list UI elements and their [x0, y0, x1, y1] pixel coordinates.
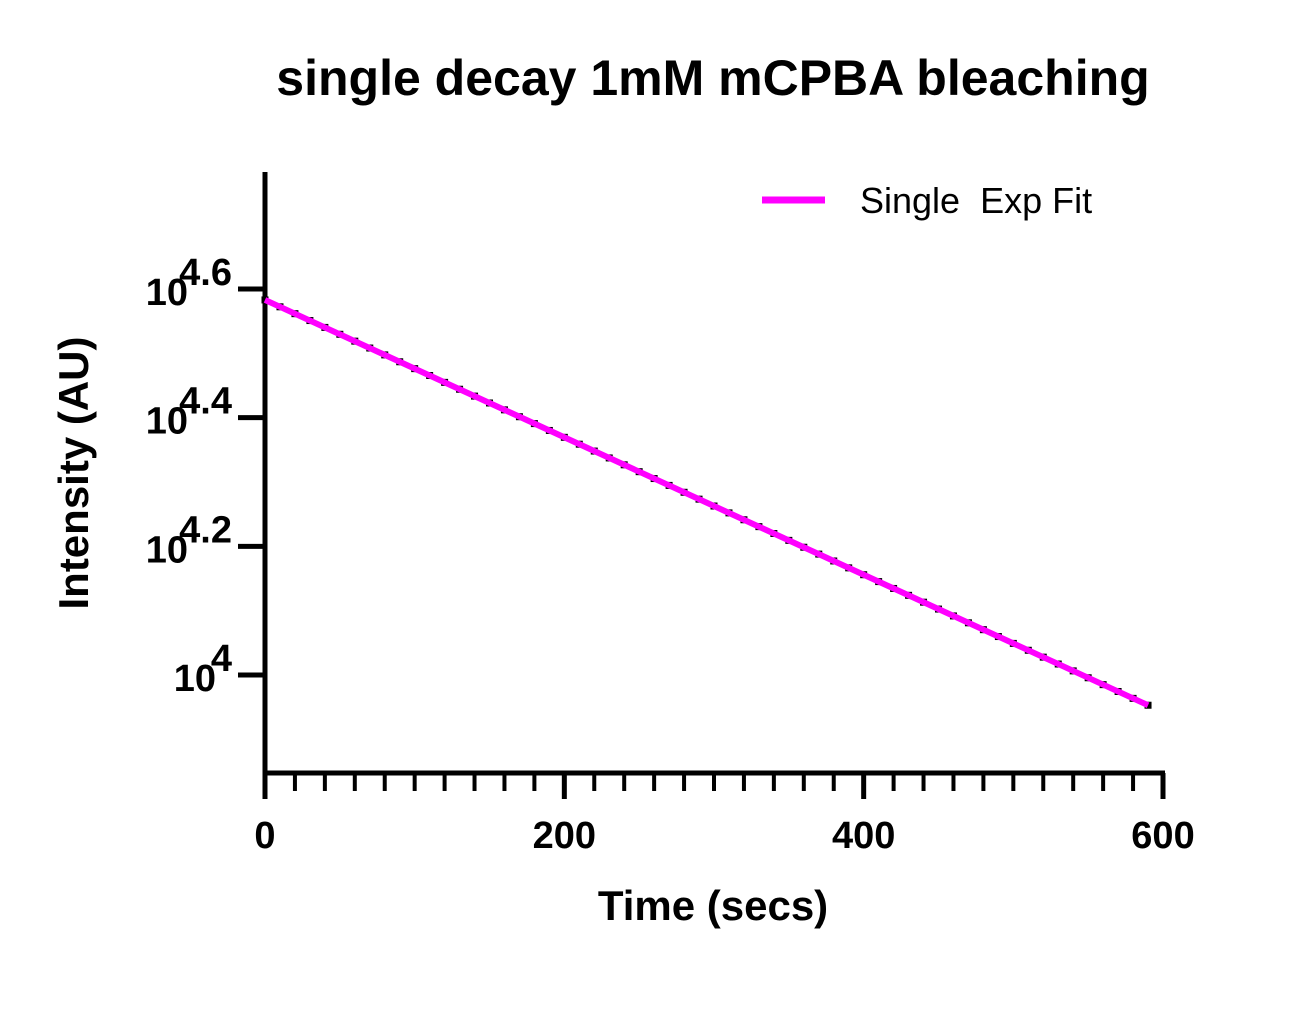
fit-line-group [263, 297, 1150, 708]
y-tick-label: 4.610 [146, 252, 232, 314]
y-tick-label: 4.210 [146, 509, 232, 571]
y-tick-label: 4.410 [146, 381, 232, 443]
chart-title: single decay 1mM mCPBA bleaching [276, 50, 1149, 106]
y-tick-exponent: 4.4 [179, 381, 232, 423]
x-axis-ticks: 0 200 400 600 [254, 773, 1195, 857]
legend-label-fit: Single Exp Fit [860, 180, 1092, 221]
y-tick-label: 410 [174, 638, 232, 700]
x-tick-label: 400 [832, 815, 895, 857]
y-tick-exponent: 4.6 [179, 252, 232, 294]
y-tick-exponent: 4 [211, 638, 232, 680]
x-axis-title: Time (secs) [598, 882, 828, 929]
y-tick-base: 10 [146, 272, 188, 314]
y-tick-exponent: 4.2 [179, 509, 232, 551]
x-tick-label: 0 [254, 815, 275, 857]
fit-line [263, 297, 1150, 708]
x-tick-label: 200 [533, 815, 596, 857]
y-tick-base: 10 [146, 401, 188, 443]
x-tick-label: 600 [1131, 815, 1194, 857]
y-tick-base: 10 [174, 658, 216, 700]
legend: Single Exp Fit [762, 180, 1092, 221]
y-axis-title: Intensity (AU) [50, 337, 97, 610]
plot-area [262, 172, 1165, 776]
y-tick-base: 10 [146, 529, 188, 571]
